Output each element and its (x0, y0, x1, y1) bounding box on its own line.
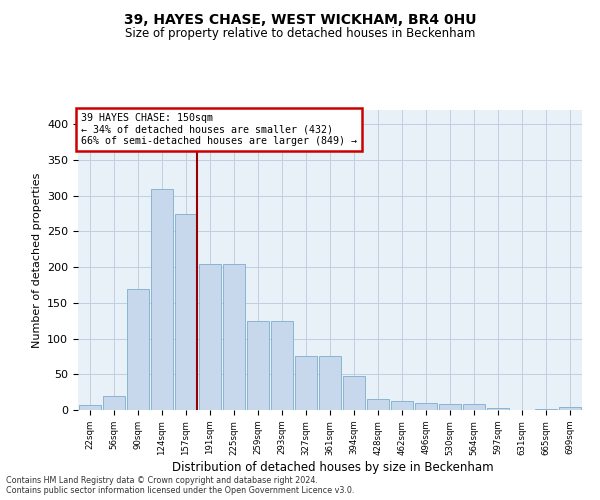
Bar (535, 408, 557, 410)
Bar (223, 264, 245, 410)
Bar (247, 320, 269, 410)
Text: Contains HM Land Registry data © Crown copyright and database right 2024.: Contains HM Land Registry data © Crown c… (6, 476, 318, 485)
Bar (151, 188, 173, 410)
Bar (199, 264, 221, 410)
Bar (271, 320, 293, 410)
Bar (103, 396, 125, 410)
Bar (79, 405, 101, 410)
Bar (391, 402, 413, 410)
Text: 39, HAYES CHASE, WEST WICKHAM, BR4 0HU: 39, HAYES CHASE, WEST WICKHAM, BR4 0HU (124, 12, 476, 26)
Bar (439, 404, 461, 410)
Bar (559, 407, 581, 410)
Bar (343, 376, 365, 410)
Bar (463, 404, 485, 410)
Y-axis label: Number of detached properties: Number of detached properties (32, 172, 41, 348)
Text: Size of property relative to detached houses in Beckenham: Size of property relative to detached ho… (125, 28, 475, 40)
Bar (319, 356, 341, 410)
Bar (127, 288, 149, 410)
Bar (415, 403, 437, 410)
Bar (175, 214, 197, 410)
Text: Distribution of detached houses by size in Beckenham: Distribution of detached houses by size … (172, 461, 494, 474)
Bar (367, 400, 389, 410)
Bar (487, 408, 509, 410)
Bar (295, 356, 317, 410)
Text: Contains public sector information licensed under the Open Government Licence v3: Contains public sector information licen… (6, 486, 355, 495)
Text: 39 HAYES CHASE: 150sqm
← 34% of detached houses are smaller (432)
66% of semi-de: 39 HAYES CHASE: 150sqm ← 34% of detached… (80, 113, 356, 146)
